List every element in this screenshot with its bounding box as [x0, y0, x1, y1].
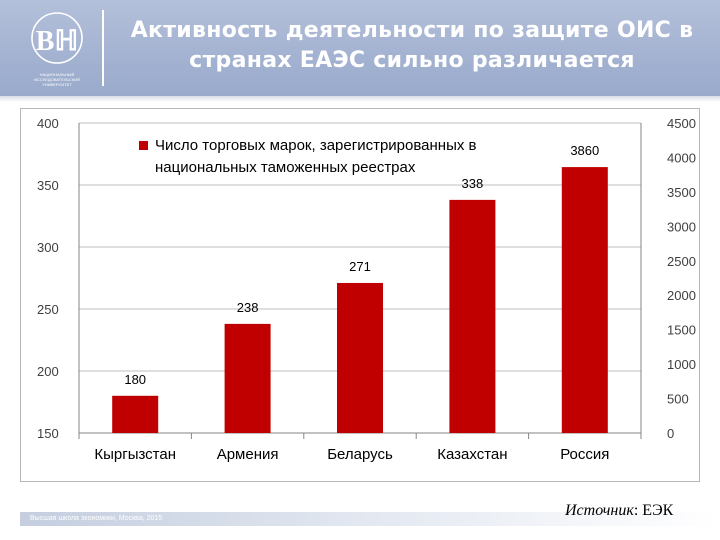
- y-left-tick-label: 400: [37, 116, 59, 131]
- data-label: 238: [237, 300, 259, 315]
- y-right-tick-label: 500: [667, 392, 689, 407]
- x-tick-label: Казахстан: [437, 446, 507, 463]
- x-tick-label: Кыргызстан: [94, 446, 176, 463]
- data-label: 3860: [570, 143, 599, 158]
- y-right-tick-label: 2000: [667, 288, 696, 303]
- data-label: 271: [349, 259, 371, 274]
- bar: [561, 167, 608, 433]
- y-right-tick-label: 4500: [667, 116, 696, 131]
- y-left-tick-label: 350: [37, 178, 59, 193]
- svg-text:УНИВЕРСИТЕТ: УНИВЕРСИТЕТ: [42, 82, 72, 87]
- svg-text:ИССЛЕДОВАТЕЛЬСКИЙ: ИССЛЕДОВАТЕЛЬСКИЙ: [34, 77, 80, 82]
- footer-text: Высшая школа экономики, Москва, 2015: [30, 515, 163, 522]
- y-left-tick-label: 150: [37, 426, 59, 441]
- data-label: 180: [124, 372, 146, 387]
- y-right-tick-label: 3500: [667, 185, 696, 200]
- y-left-tick-label: 250: [37, 302, 59, 317]
- legend-swatch: [139, 141, 148, 150]
- hse-logo: Вℍ НАЦИОНАЛЬНЫЙ ИССЛЕДОВАТЕЛЬСКИЙ УНИВЕР…: [31, 12, 83, 87]
- x-tick-label: Россия: [560, 446, 609, 463]
- source-note: Источник: ЕЭК: [565, 502, 673, 520]
- y-left-tick-label: 200: [37, 364, 59, 379]
- y-left-tick-label: 300: [37, 240, 59, 255]
- legend-label-line1: Число торговых марок, зарегистрированных…: [155, 137, 477, 154]
- svg-text:Вℍ: Вℍ: [36, 26, 78, 57]
- svg-text:НАЦИОНАЛЬНЫЙ: НАЦИОНАЛЬНЫЙ: [40, 72, 75, 77]
- bar: [337, 282, 383, 433]
- y-right-tick-label: 4000: [667, 150, 696, 165]
- chart-frame: 150 200 250 300 350 400 0 500 1000 1500 2000 2500 30…: [20, 108, 700, 482]
- slide-title: Активность деятельности по защите ОИС в …: [112, 16, 712, 76]
- logo-divider: [102, 10, 104, 86]
- slide-title-line1: Активность деятельности по защите ОИС в: [130, 18, 694, 43]
- data-label: 338: [462, 176, 484, 191]
- x-tick-label: Беларусь: [327, 446, 393, 463]
- x-tick-label: Армения: [217, 446, 279, 463]
- footer-bar: [20, 512, 720, 526]
- y-right-tick-label: 1500: [667, 323, 696, 338]
- bar: [224, 323, 271, 433]
- bar: [449, 199, 496, 433]
- source-label: Источник: [565, 502, 634, 519]
- bar-chart: 1502002503003504000500100015002000250030…: [37, 116, 696, 463]
- y-right-tick-label: 1000: [667, 357, 696, 372]
- y-right-tick-label: 3000: [667, 219, 696, 234]
- slide-header: Вℍ НАЦИОНАЛЬНЫЙ ИССЛЕДОВАТЕЛЬСКИЙ УНИВЕР…: [0, 0, 720, 96]
- slide-title-line2: странах ЕАЭС сильно различается: [189, 48, 635, 73]
- source-value: : ЕЭК: [633, 502, 674, 519]
- y-right-tick-label: 0: [667, 426, 674, 441]
- y-right-tick-label: 2500: [667, 254, 696, 269]
- header-shadow: [0, 96, 720, 102]
- bar: [112, 395, 159, 433]
- legend-label-line2: национальных таможенных реестрах: [155, 159, 416, 176]
